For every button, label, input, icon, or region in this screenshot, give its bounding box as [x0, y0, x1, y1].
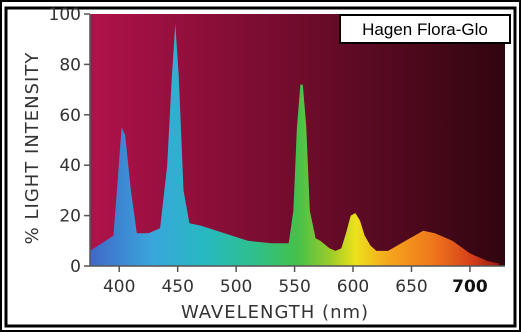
- y-tick-label: 0: [70, 257, 81, 277]
- y-tick-label: 60: [59, 106, 81, 126]
- y-tick-label: 100: [49, 5, 81, 25]
- x-tick-label: 600: [337, 277, 369, 297]
- legend-label: Hagen Flora-Glo: [362, 20, 488, 39]
- y-axis-title: % LIGHT INTENSITY: [22, 52, 43, 245]
- inner-border: [4, 6, 517, 328]
- x-tick-label: 550: [278, 277, 310, 297]
- y-tick-label: 40: [59, 156, 81, 176]
- x-tick-label: 500: [220, 277, 252, 297]
- legend-box: [339, 14, 511, 44]
- x-axis-title: WAVELENGTH (nm): [181, 302, 369, 323]
- x-tick-label: 400: [103, 277, 135, 297]
- y-ticks: 0 20 40 60 80 100: [49, 5, 90, 277]
- y-tick-label: 20: [59, 207, 81, 227]
- x-ticks: 400 450 500 550 600 650 700: [103, 266, 488, 297]
- x-tick-label: 700: [452, 277, 488, 297]
- y-tick-label: 80: [59, 55, 81, 75]
- spectrum-area: [90, 24, 500, 266]
- x-tick-label: 450: [161, 277, 193, 297]
- x-tick-label: 650: [395, 277, 427, 297]
- legend: Hagen Flora-Glo: [339, 14, 511, 44]
